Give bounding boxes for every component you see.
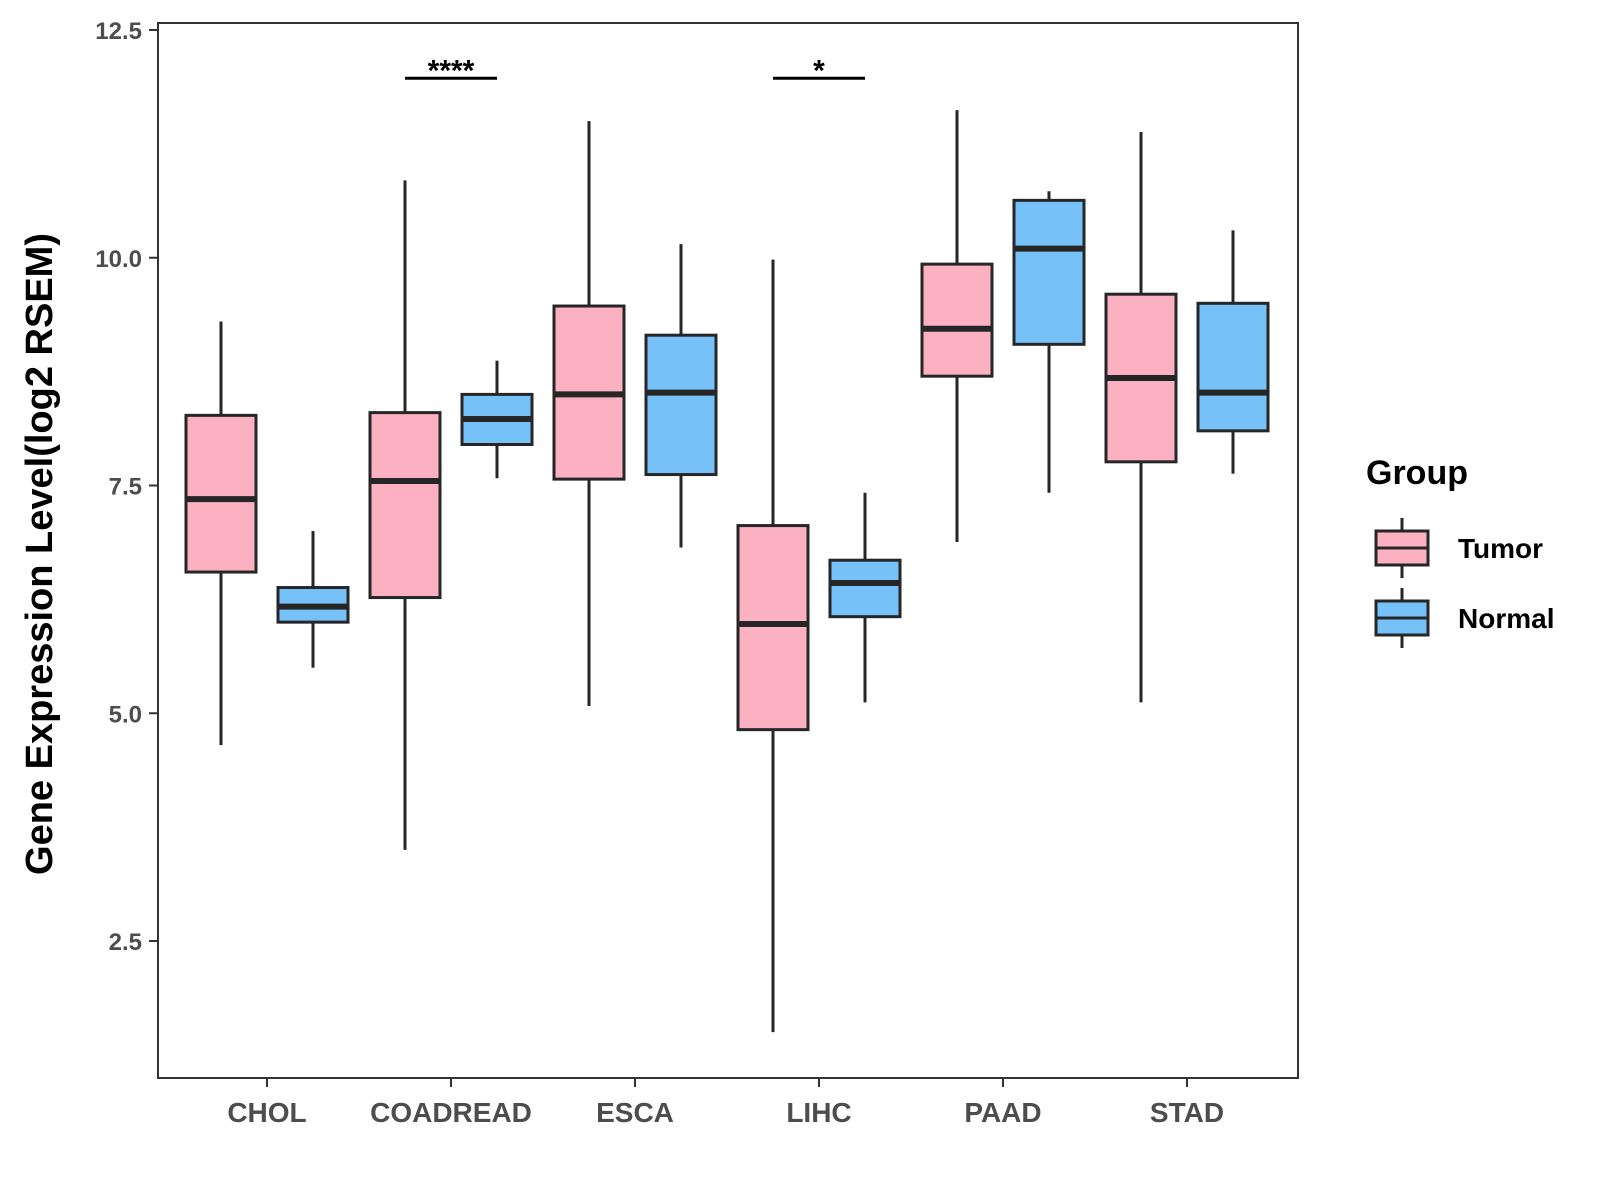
significance-label-lihc: * xyxy=(813,54,825,87)
box-tumor-coadread xyxy=(368,180,442,850)
significance-annotations: **** * xyxy=(405,54,865,87)
box-body xyxy=(828,558,902,619)
y-tick-label-1: 5.0 xyxy=(109,701,142,728)
box-normal-lihc xyxy=(828,492,902,703)
y-tick-label-2: 7.5 xyxy=(109,474,142,501)
x-tick-label-paad: PAAD xyxy=(964,1097,1041,1128)
box-tumor-esca xyxy=(552,121,626,706)
x-tick-label-coadread: COADREAD xyxy=(370,1097,532,1128)
box-normal-paad xyxy=(1012,191,1086,493)
y-tick-label-4: 12.5 xyxy=(95,18,142,45)
x-tick-label-lihc: LIHC xyxy=(786,1097,851,1128)
legend-label-tumor: Tumor xyxy=(1458,533,1543,564)
y-tick-label-0: 2.5 xyxy=(109,929,142,956)
significance-label-coadread: **** xyxy=(428,54,475,87)
box-body xyxy=(736,524,810,732)
x-axis: CHOL COADREAD ESCA LIHC PAAD STAD xyxy=(227,1078,1224,1128)
box-body xyxy=(1012,198,1086,346)
x-tick-label-chol: CHOL xyxy=(227,1097,306,1128)
box-normal-chol xyxy=(276,531,350,668)
box-body xyxy=(368,411,442,600)
box-body xyxy=(184,413,258,574)
box-body xyxy=(1196,301,1270,433)
plot-panel xyxy=(157,22,1299,1079)
box-tumor-stad xyxy=(1104,132,1178,703)
box-normal-stad xyxy=(1196,230,1270,474)
box-body xyxy=(644,333,718,477)
legend-item-normal: Normal xyxy=(1374,588,1554,648)
x-tick-label-esca: ESCA xyxy=(596,1097,674,1128)
box-body xyxy=(920,262,994,378)
box-tumor-paad xyxy=(920,110,994,542)
box-layer xyxy=(184,110,1270,1033)
legend-label-normal: Normal xyxy=(1458,603,1554,634)
box-normal-coadread xyxy=(460,360,534,479)
box-normal-esca xyxy=(644,244,718,548)
box-tumor-lihc xyxy=(736,259,810,1033)
y-axis: 2.5 5.0 7.5 10.0 12.5 xyxy=(95,18,158,956)
y-axis-title: Gene Expression Level(log2 RSEM) xyxy=(19,233,61,875)
legend-item-tumor: Tumor xyxy=(1374,518,1543,578)
legend-title: Group xyxy=(1366,454,1468,492)
legend: Group Tumor Normal xyxy=(1366,454,1554,648)
y-tick-label-3: 10.0 xyxy=(95,246,142,273)
box-tumor-chol xyxy=(184,321,258,746)
x-tick-label-stad: STAD xyxy=(1150,1097,1224,1128)
